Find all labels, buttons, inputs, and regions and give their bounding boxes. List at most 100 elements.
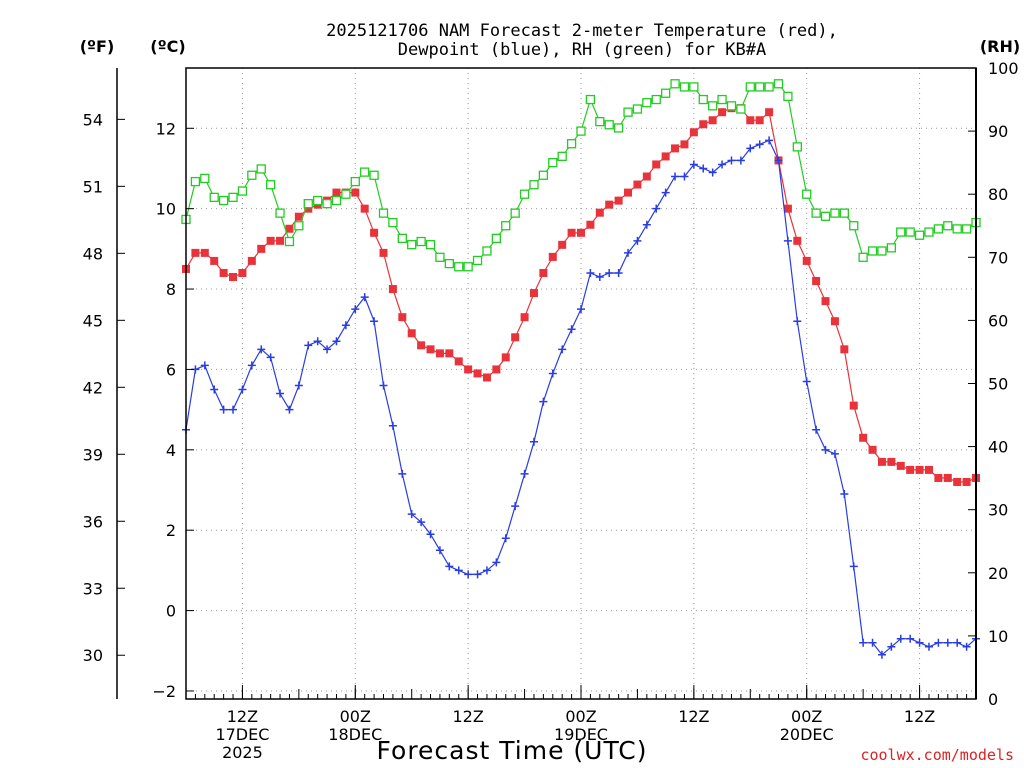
rh-point xyxy=(256,164,266,174)
temperature-point xyxy=(708,116,717,125)
temperature-point xyxy=(435,349,444,358)
rh-point xyxy=(463,262,473,272)
temperature-point xyxy=(407,329,416,338)
rh-point xyxy=(858,252,868,262)
rh-point xyxy=(313,195,323,206)
temperature-point xyxy=(755,116,764,125)
temperature-point xyxy=(257,244,266,253)
rh-point xyxy=(943,221,953,231)
dewpoint-point xyxy=(548,369,557,378)
temperature-point xyxy=(276,236,285,245)
rh-point xyxy=(698,94,708,105)
dewpoint-point xyxy=(407,510,416,519)
dewpoint-point xyxy=(200,361,209,370)
rh-point xyxy=(773,79,784,89)
dewpoint-point xyxy=(671,172,680,181)
temperature-point xyxy=(746,116,755,125)
dewpoint-point xyxy=(520,469,529,478)
dewpoint-point xyxy=(586,268,595,277)
dewpoint-point xyxy=(661,188,670,197)
temperature-point xyxy=(482,373,491,382)
dewpoint-point xyxy=(266,353,275,362)
rh-point xyxy=(830,208,840,218)
dewpoint-point xyxy=(774,156,783,165)
series-line xyxy=(185,107,977,483)
rh-point xyxy=(585,94,596,105)
x-tick-label: 00Z xyxy=(791,707,822,726)
rh-point xyxy=(613,123,624,133)
dewpoint-point xyxy=(896,634,905,643)
x-tick-label: 19DEC xyxy=(554,725,608,744)
temperature-point xyxy=(294,212,303,221)
rh-point xyxy=(482,246,492,256)
celsius-tick-label: 12 xyxy=(156,119,176,138)
temperature-point xyxy=(304,204,313,213)
axes-ticks: −2 0 2 4 6 8 10 12 30 33 36 39 42 45 48 51 54 0 10 20 30 40 50… xyxy=(83,59,1019,762)
dewpoint-point xyxy=(219,405,228,414)
temperature-point xyxy=(962,477,971,486)
dewpoint-point xyxy=(501,534,510,543)
rh-point xyxy=(651,94,661,105)
dewpoint-point xyxy=(849,562,858,571)
rh-point xyxy=(200,173,210,184)
celsius-tick-label: 6 xyxy=(166,360,176,379)
rh-tick-label: 80 xyxy=(988,185,1008,204)
dewpoint-point xyxy=(247,361,256,370)
rh-point xyxy=(867,246,878,256)
temperature-point xyxy=(388,285,397,294)
rh-point xyxy=(360,167,370,177)
temperature-point xyxy=(464,365,473,374)
dewpoint-point xyxy=(793,317,802,326)
rh-point xyxy=(369,170,379,180)
rh-point xyxy=(378,208,389,218)
fahrenheit-tick-label: 36 xyxy=(83,512,103,531)
dewpoint-point xyxy=(802,377,811,386)
rh-point xyxy=(811,208,821,218)
rh-tick-label: 30 xyxy=(988,501,1008,520)
dewpoint-point xyxy=(454,566,463,575)
rh-point xyxy=(905,227,915,237)
dewpoint-point xyxy=(323,345,332,354)
temperature-point xyxy=(445,349,454,358)
temperature-point xyxy=(238,268,247,277)
temperature-point xyxy=(219,268,228,277)
temperature-point xyxy=(821,297,830,306)
temperature-point xyxy=(360,204,369,213)
temperature-point xyxy=(614,196,623,205)
dewpoint-point xyxy=(294,381,303,390)
temperature-point xyxy=(689,128,698,137)
temperature-point xyxy=(953,477,962,486)
rh-point xyxy=(708,101,718,111)
rh-tick-label: 40 xyxy=(988,438,1008,457)
rh-point xyxy=(632,104,643,114)
dewpoint-point xyxy=(360,293,369,302)
rh-point xyxy=(642,98,652,108)
x-tick-label: 20DEC xyxy=(780,725,834,744)
temperature-point xyxy=(718,108,727,117)
dewpoint-point xyxy=(642,220,651,229)
temperature-point xyxy=(492,365,501,374)
dewpoint-point xyxy=(379,381,388,390)
temperature-point xyxy=(840,345,849,354)
rh-point xyxy=(896,227,906,237)
rh-tick-label: 60 xyxy=(988,311,1008,330)
dewpoint-point xyxy=(332,337,341,346)
rh-point xyxy=(670,79,680,89)
dewpoint-point xyxy=(388,421,397,430)
chart-title-line1: 2025121706 NAM Forecast 2-meter Temperat… xyxy=(326,21,838,41)
x-tick-label: 12Z xyxy=(227,707,258,726)
celsius-tick-label: 4 xyxy=(166,441,176,460)
celsius-tick-label: 0 xyxy=(166,602,176,621)
rh-point xyxy=(755,82,765,92)
dewpoint-point xyxy=(398,469,407,478)
dewpoint-point xyxy=(426,530,435,539)
dewpoint-point xyxy=(464,570,473,579)
rh-point xyxy=(190,176,201,187)
dewpoint-point xyxy=(783,236,792,245)
temperature-point xyxy=(511,333,520,342)
rh-point xyxy=(350,176,360,187)
temperature-point xyxy=(473,369,482,378)
dewpoint-point xyxy=(736,156,745,165)
temperature-point xyxy=(605,200,614,209)
